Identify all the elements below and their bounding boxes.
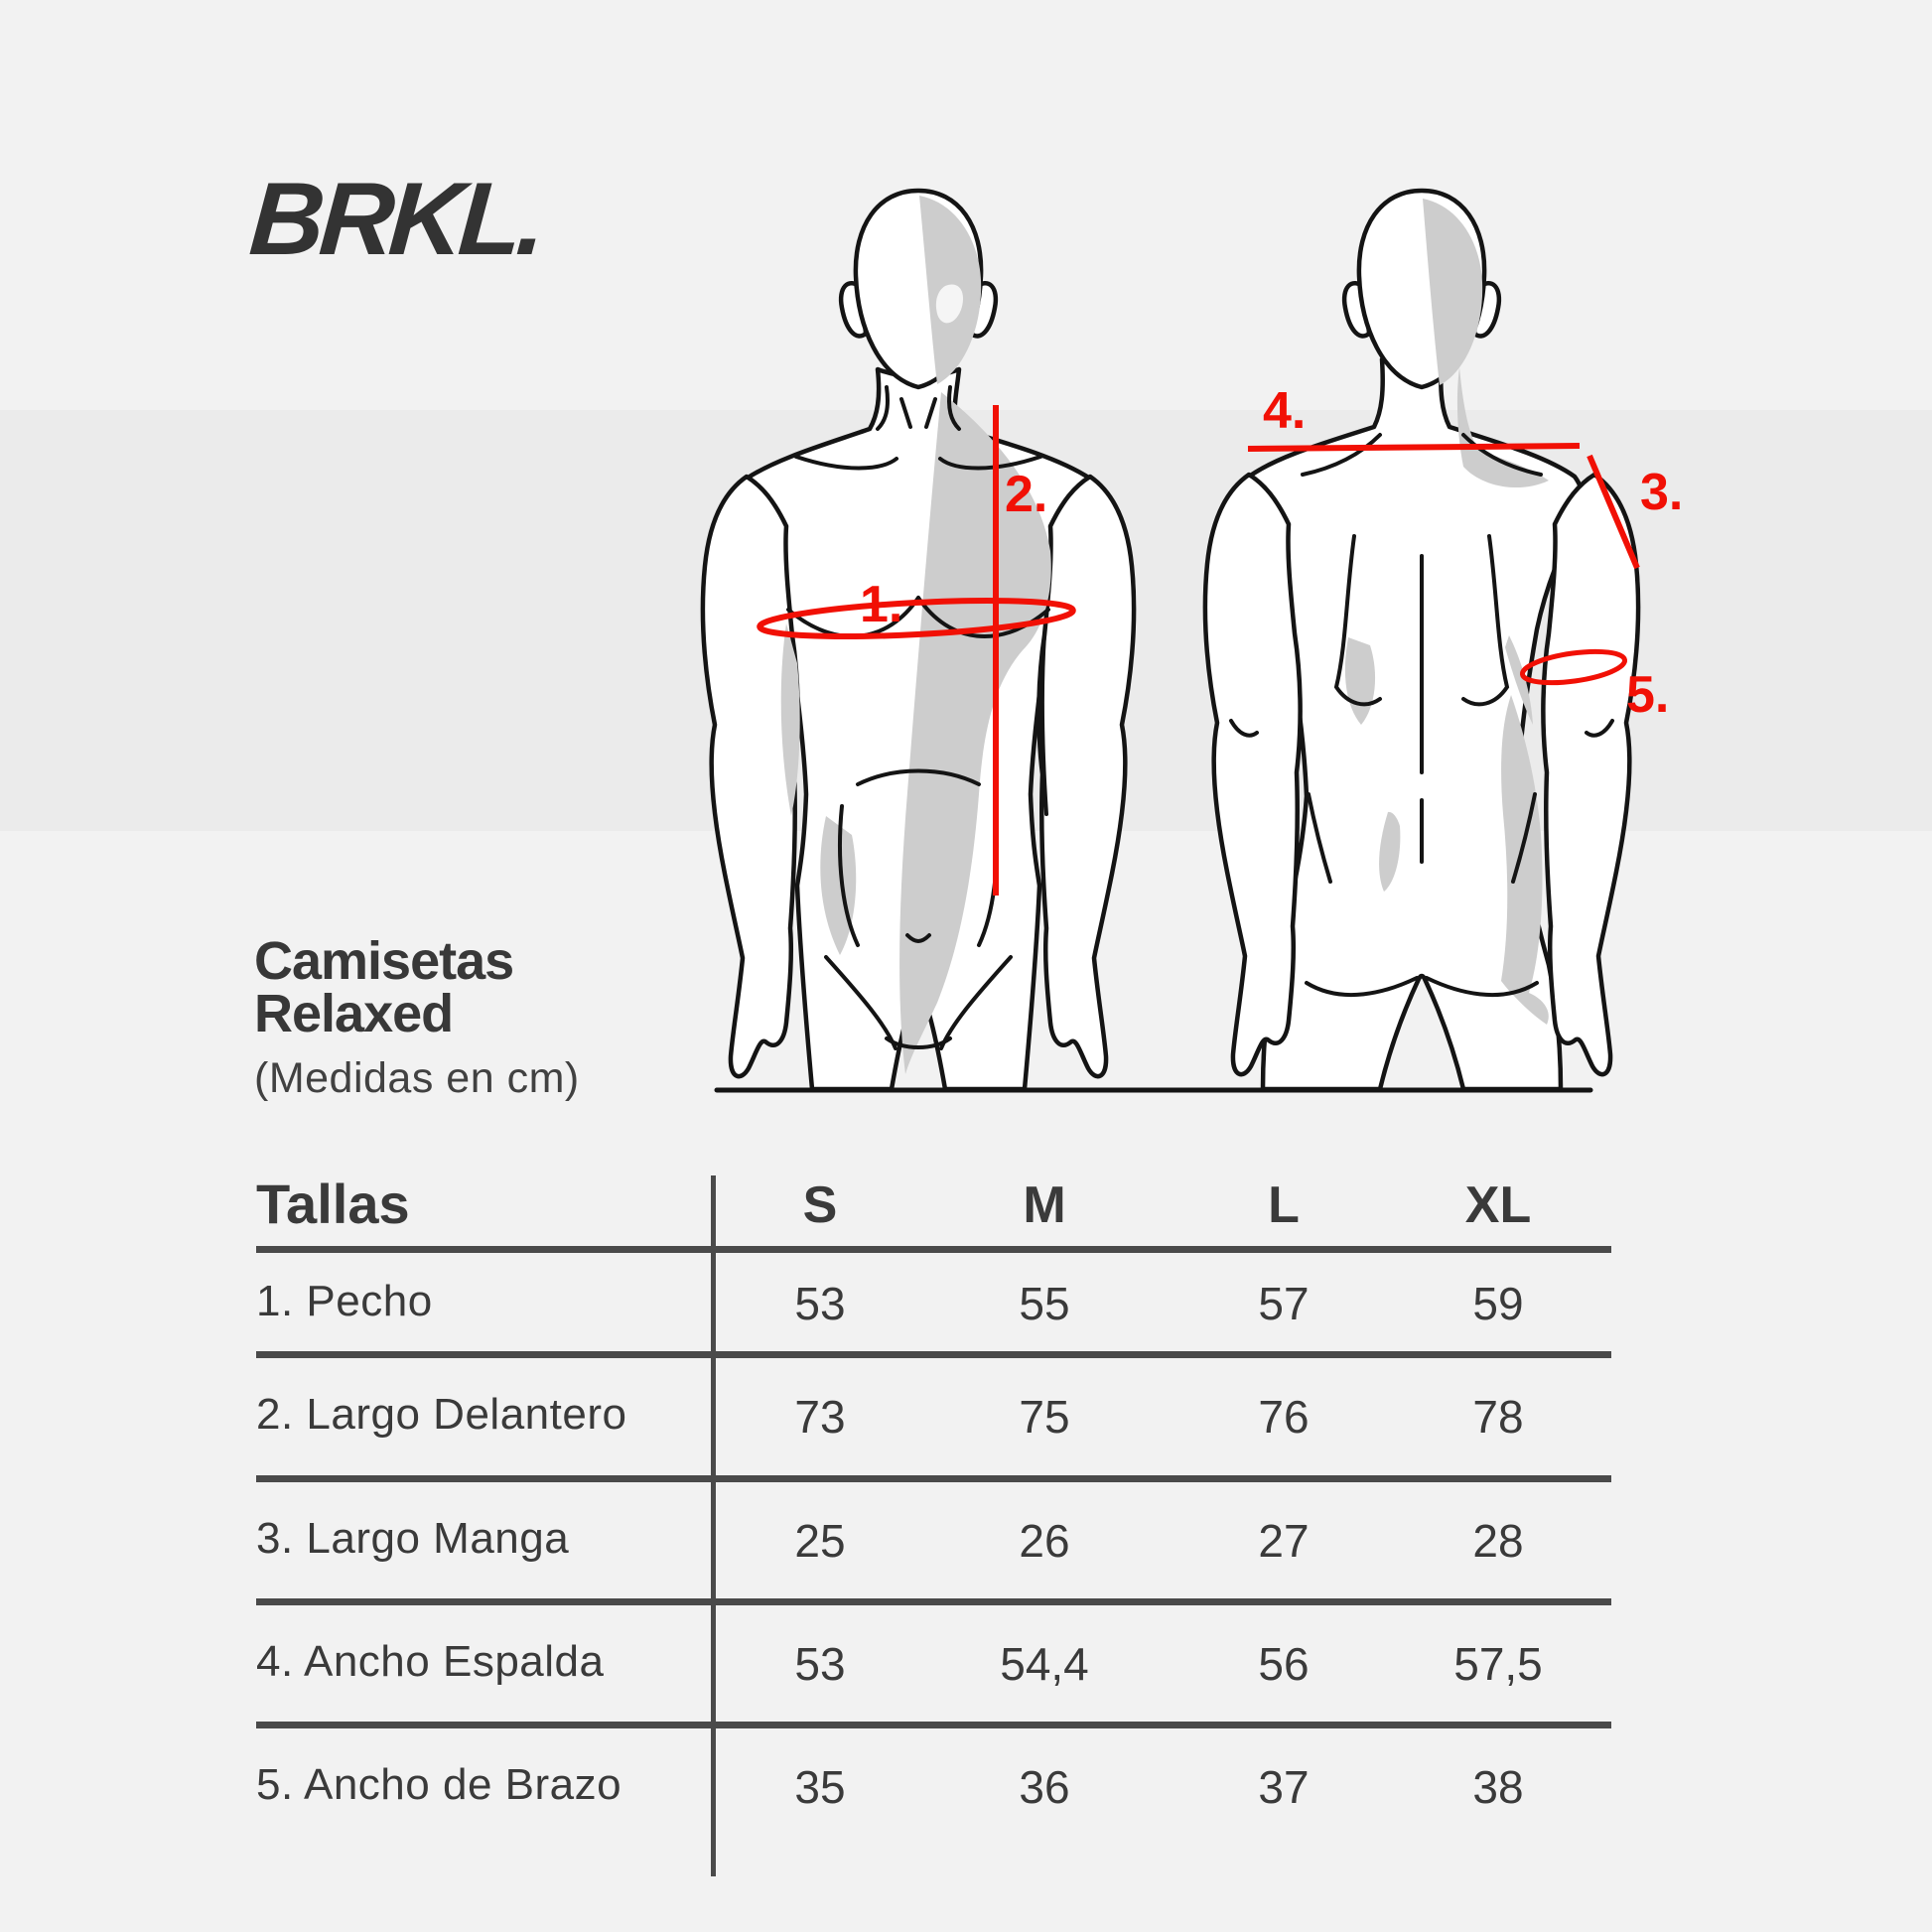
measure-1-chest-ellipse [757,598,1076,639]
title-block: Camisetas Relaxed (Medidas en cm) [254,931,580,1103]
table-cell: 54,4 [1000,1638,1089,1690]
table-cell: 76 [1258,1391,1310,1443]
table-cell: 78 [1472,1391,1524,1443]
table-cell: 36 [1019,1761,1070,1813]
measure-3-sleeve-line [1587,454,1640,570]
measure-4-back-width-line [1247,443,1581,452]
row-label-largo-manga: 3. Largo Manga [256,1514,570,1563]
table-cell: 59 [1472,1278,1524,1329]
table-separator [256,1598,1611,1605]
table-separator [256,1475,1611,1482]
table-cell: 28 [1472,1515,1524,1567]
table-cell: 37 [1258,1761,1310,1813]
table-cell: 56 [1258,1638,1310,1690]
row-label-ancho-de-brazo: 5. Ancho de Brazo [256,1760,622,1809]
row-label-largo-delantero: 2. Largo Delantero [256,1390,627,1439]
table-header-tallas: Tallas [256,1173,410,1235]
page-title-line2: Relaxed [254,984,454,1043]
table-separator [256,1351,1611,1358]
table-cell: 26 [1019,1515,1070,1567]
table-separator [256,1722,1611,1728]
table-cell: 55 [1019,1278,1070,1329]
table-cell: 75 [1019,1391,1070,1443]
table-separator [256,1246,1611,1253]
table-cell: 57,5 [1453,1638,1543,1690]
table-cell: 38 [1472,1761,1524,1813]
annotation-label-1: 1. [860,576,902,633]
row-label-pecho: 1. Pecho [256,1277,433,1325]
table-cell: 53 [794,1638,846,1690]
measurement-annotations: 1. 2. 3. 4. 5. [757,382,1683,896]
table-cell: 53 [794,1278,846,1329]
column-header-xl: XL [1464,1176,1532,1234]
annotation-label-2: 2. [1005,466,1047,523]
annotation-label-4: 4. [1263,382,1306,440]
table-cell: 73 [794,1391,846,1443]
table-cell: 35 [794,1761,846,1813]
mannequin-back-details [1229,433,1614,998]
column-header-s: S [802,1176,838,1234]
table-vertical-divider [711,1175,716,1876]
table-cell: 25 [794,1515,846,1567]
annotation-label-5: 5. [1626,666,1669,724]
page-title-line1: Camisetas [254,931,514,991]
annotation-label-3: 3. [1640,464,1683,521]
measure-5-arm-ellipse [1519,648,1628,686]
column-header-l: L [1268,1176,1300,1234]
row-label-ancho-espalda: 4. Ancho Espalda [256,1637,605,1686]
units-subtitle: (Medidas en cm) [254,1054,580,1102]
column-header-m: M [1023,1176,1066,1234]
table-cell: 27 [1258,1515,1310,1567]
table-cell: 57 [1258,1278,1310,1329]
